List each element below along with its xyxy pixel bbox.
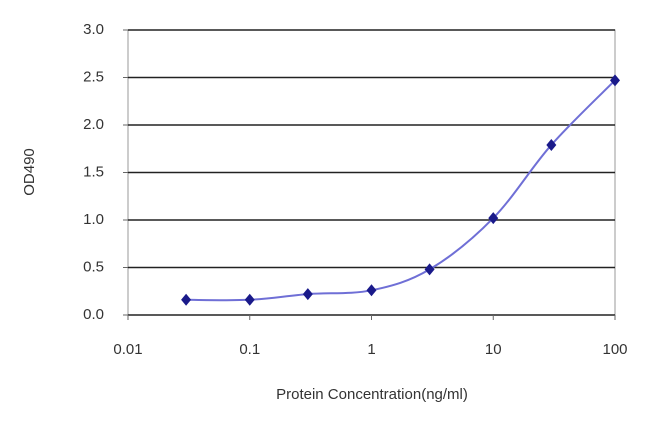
y-tick-label: 0.0 [83,306,104,323]
data-point [424,263,435,276]
y-tick-label: 1.5 [83,163,104,180]
y-tick-label: 2.5 [83,68,104,85]
y-tick-label: 0.5 [83,258,104,275]
x-axis-title: Protein Concentration(ng/ml) [276,386,468,403]
data-point [366,284,377,297]
x-tick-label: 100 [602,341,627,358]
y-tick-label: 2.0 [83,116,104,133]
data-point [610,74,620,87]
data-point [181,293,192,306]
data-point [302,288,313,301]
data-point [546,138,557,151]
data-point [488,212,499,225]
x-tick-label: 10 [485,341,502,358]
data-point [244,293,255,306]
y-tick-label: 1.0 [83,211,104,228]
x-tick-label: 0.01 [113,341,142,358]
x-tick-label: 0.1 [239,341,260,358]
y-axis-title: OD490 [21,148,38,196]
y-tick-label: 3.0 [83,21,104,38]
x-tick-label: 1 [367,341,375,358]
